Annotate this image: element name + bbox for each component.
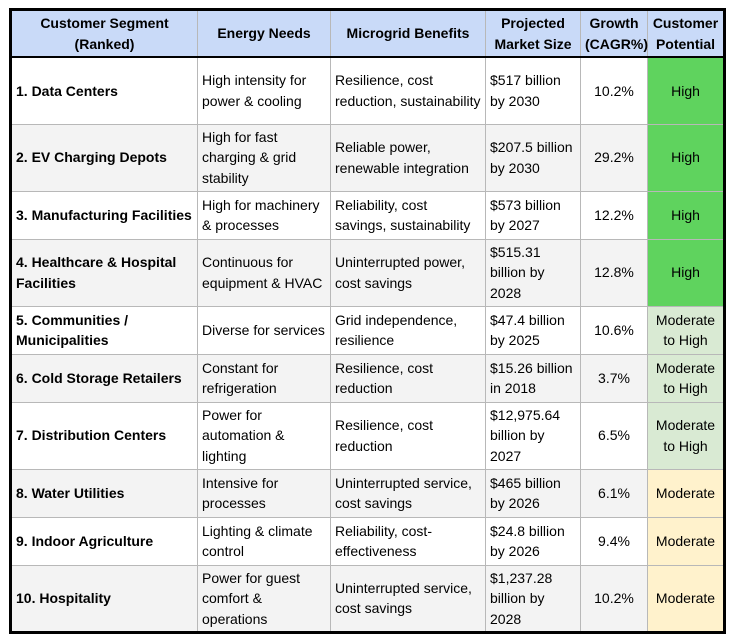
table-row: 6. Cold Storage Retailers Constant for r… bbox=[10, 353, 725, 403]
header-row: Customer Segment (Ranked) Energy Needs M… bbox=[10, 9, 725, 58]
header-energy-needs: Energy Needs bbox=[197, 9, 331, 58]
market-size-cell: $465 billion by 2026 bbox=[485, 468, 581, 518]
growth-cell: 10.2% bbox=[580, 56, 648, 125]
potential-cell: Moderate to High bbox=[647, 353, 725, 403]
table-container: Customer Segment (Ranked) Energy Needs M… bbox=[9, 8, 726, 634]
table-row: 2. EV Charging Depots High for fast char… bbox=[10, 123, 725, 192]
market-size-cell: $15.26 billion in 2018 bbox=[485, 353, 581, 403]
growth-cell: 9.4% bbox=[580, 516, 648, 566]
growth-cell: 3.7% bbox=[580, 353, 648, 403]
energy-needs-cell: High intensity for power & cooling bbox=[197, 56, 331, 125]
customer-segments-table: Customer Segment (Ranked) Energy Needs M… bbox=[9, 8, 726, 634]
potential-cell: Moderate bbox=[647, 564, 725, 633]
market-size-cell: $1,237.28 billion by 2028 bbox=[485, 564, 581, 633]
segment-cell: 2. EV Charging Depots bbox=[10, 123, 198, 192]
energy-needs-cell: Constant for refrigeration bbox=[197, 353, 331, 403]
market-size-cell: $207.5 billion by 2030 bbox=[485, 123, 581, 192]
benefits-cell: Resilience, cost reduction bbox=[330, 353, 486, 403]
benefits-cell: Uninterrupted service, cost savings bbox=[330, 564, 486, 633]
benefits-cell: Uninterrupted service, cost savings bbox=[330, 468, 486, 518]
table-row: 4. Healthcare & Hospital Facilities Cont… bbox=[10, 238, 725, 307]
energy-needs-cell: High for machinery & processes bbox=[197, 190, 331, 240]
benefits-cell: Resilience, cost reduction bbox=[330, 401, 486, 470]
energy-needs-cell: Continuous for equipment & HVAC bbox=[197, 238, 331, 307]
table-row: 7. Distribution Centers Power for automa… bbox=[10, 401, 725, 470]
segment-cell: 10. Hospitality bbox=[10, 564, 198, 633]
market-size-cell: $47.4 billion by 2025 bbox=[485, 305, 581, 355]
potential-cell: Moderate bbox=[647, 516, 725, 566]
benefits-cell: Reliable power, renewable integration bbox=[330, 123, 486, 192]
market-size-cell: $517 billion by 2030 bbox=[485, 56, 581, 125]
energy-needs-cell: High for fast charging & grid stability bbox=[197, 123, 331, 192]
header-customer-potential: Customer Potential bbox=[647, 9, 725, 58]
market-size-cell: $12,975.64 billion by 2027 bbox=[485, 401, 581, 470]
growth-cell: 12.8% bbox=[580, 238, 648, 307]
header-customer-segment: Customer Segment (Ranked) bbox=[10, 9, 198, 58]
benefits-cell: Reliability, cost-effectiveness bbox=[330, 516, 486, 566]
market-size-cell: $515.31 billion by 2028 bbox=[485, 238, 581, 307]
table-row: 5. Communities / Municipalities Diverse … bbox=[10, 305, 725, 355]
potential-cell: High bbox=[647, 56, 725, 125]
segment-cell: 1. Data Centers bbox=[10, 56, 198, 125]
energy-needs-cell: Lighting & climate control bbox=[197, 516, 331, 566]
potential-cell: Moderate to High bbox=[647, 401, 725, 470]
growth-cell: 6.5% bbox=[580, 401, 648, 470]
table-row: 9. Indoor Agriculture Lighting & climate… bbox=[10, 516, 725, 566]
growth-cell: 6.1% bbox=[580, 468, 648, 518]
growth-cell: 12.2% bbox=[580, 190, 648, 240]
segment-cell: 6. Cold Storage Retailers bbox=[10, 353, 198, 403]
benefits-cell: Resilience, cost reduction, sustainabili… bbox=[330, 56, 486, 125]
segment-cell: 4. Healthcare & Hospital Facilities bbox=[10, 238, 198, 307]
market-size-cell: $24.8 billion by 2026 bbox=[485, 516, 581, 566]
header-projected-market-size: Projected Market Size bbox=[485, 9, 581, 58]
segment-cell: 7. Distribution Centers bbox=[10, 401, 198, 470]
potential-cell: High bbox=[647, 190, 725, 240]
segment-cell: 8. Water Utilities bbox=[10, 468, 198, 518]
growth-cell: 10.6% bbox=[580, 305, 648, 355]
energy-needs-cell: Intensive for processes bbox=[197, 468, 331, 518]
segment-cell: 5. Communities / Municipalities bbox=[10, 305, 198, 355]
potential-cell: High bbox=[647, 238, 725, 307]
header-microgrid-benefits: Microgrid Benefits bbox=[330, 9, 486, 58]
potential-cell: High bbox=[647, 123, 725, 192]
table-row: 3. Manufacturing Facilities High for mac… bbox=[10, 190, 725, 240]
table-row: 8. Water Utilities Intensive for process… bbox=[10, 468, 725, 518]
potential-cell: Moderate to High bbox=[647, 305, 725, 355]
benefits-cell: Grid independence, resilience bbox=[330, 305, 486, 355]
benefits-cell: Uninterrupted power, cost savings bbox=[330, 238, 486, 307]
growth-cell: 10.2% bbox=[580, 564, 648, 633]
segment-cell: 9. Indoor Agriculture bbox=[10, 516, 198, 566]
benefits-cell: Reliability, cost savings, sustainabilit… bbox=[330, 190, 486, 240]
potential-cell: Moderate bbox=[647, 468, 725, 518]
energy-needs-cell: Power for guest comfort & operations bbox=[197, 564, 331, 633]
market-size-cell: $573 billion by 2027 bbox=[485, 190, 581, 240]
segment-cell: 3. Manufacturing Facilities bbox=[10, 190, 198, 240]
table-row: 1. Data Centers High intensity for power… bbox=[10, 56, 725, 125]
energy-needs-cell: Diverse for services bbox=[197, 305, 331, 355]
growth-cell: 29.2% bbox=[580, 123, 648, 192]
header-growth: Growth (CAGR%) bbox=[580, 9, 648, 58]
energy-needs-cell: Power for automation & lighting bbox=[197, 401, 331, 470]
table-row: 10. Hospitality Power for guest comfort … bbox=[10, 564, 725, 633]
